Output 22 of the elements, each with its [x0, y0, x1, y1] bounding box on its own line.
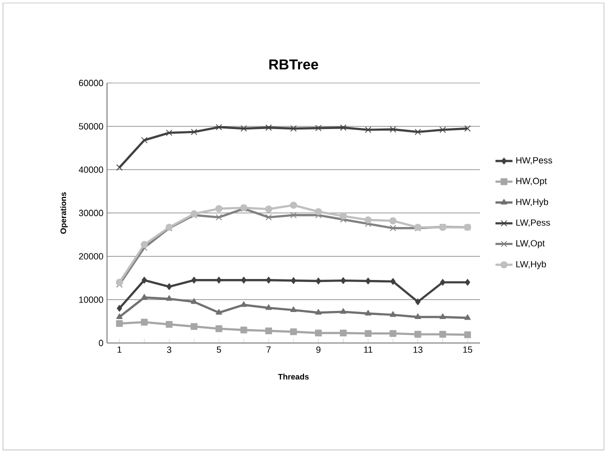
x-tick-label: 11 [364, 346, 372, 353]
y-tick-label: 0 [98, 340, 104, 346]
x-tick-label: 9 [316, 346, 320, 353]
y-tick-label: 30000 [78, 210, 104, 216]
legend-label: LW,Hyb [516, 260, 546, 270]
legend-label: HW,Pess [516, 157, 552, 165]
y-tick-label: 50000 [78, 123, 104, 130]
legend-label: LW,Pess [516, 219, 550, 227]
legend-label: HW,Hyb [516, 198, 548, 207]
x-tick-label: 13 [414, 346, 422, 353]
y-tick-label: 20000 [79, 253, 104, 260]
y-tick-label: 60000 [79, 80, 104, 86]
y-tick-label: 10000 [79, 296, 104, 303]
x-tick-label: 15 [463, 346, 472, 353]
chart-title: RBTree [269, 59, 318, 70]
x-tick-label: 7 [266, 346, 271, 353]
legend-label: LW,Opt [516, 240, 545, 248]
x-tick-label: 3 [167, 346, 172, 353]
x-tick-label: 1 [118, 346, 122, 353]
legend-label: HW,Opt [516, 178, 547, 186]
y-tick-label: 40000 [78, 166, 104, 173]
x-tick-label: 5 [216, 346, 222, 353]
